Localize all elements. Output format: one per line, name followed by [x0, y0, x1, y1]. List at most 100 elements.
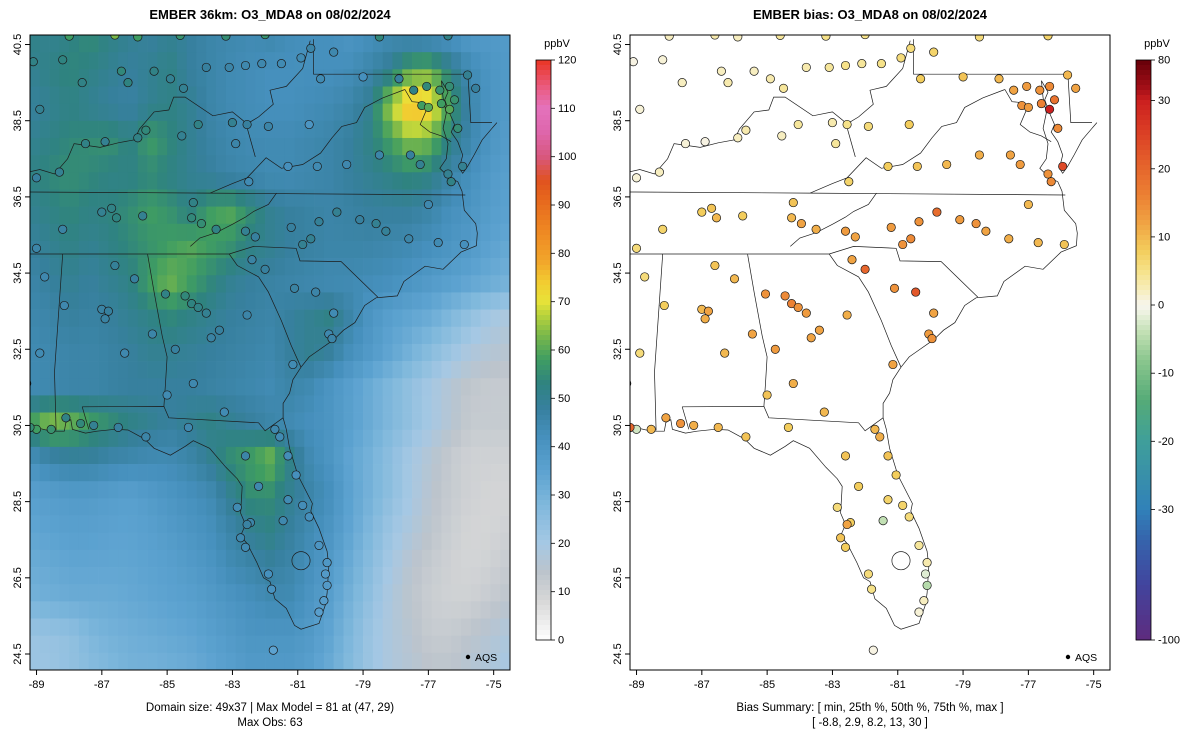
raster-cell [470, 618, 481, 637]
border-tn-nc [190, 192, 277, 247]
raster-cell [206, 309, 217, 328]
raster-cell [461, 515, 472, 534]
raster-cell [363, 429, 374, 448]
station-dot [883, 161, 893, 171]
raster-cell [245, 601, 256, 619]
raster-cell [196, 275, 207, 293]
raster-cell [412, 635, 423, 654]
raster-cell [490, 189, 501, 207]
raster-cell [363, 155, 374, 173]
raster-cell [245, 69, 256, 87]
raster-cell [176, 240, 188, 259]
raster-cell [412, 464, 423, 482]
raster-cell [461, 635, 472, 654]
raster-cell [412, 69, 423, 87]
raster-cell [402, 240, 413, 259]
raster-cell [245, 258, 256, 276]
raster-cell [206, 69, 217, 87]
station-dot [89, 420, 99, 430]
raster-cell [421, 361, 432, 379]
raster-cell [118, 137, 129, 156]
station-dot [240, 451, 251, 461]
station-dot [661, 413, 671, 423]
raster-cell [216, 172, 227, 190]
raster-cell [216, 395, 227, 413]
raster-cell [480, 120, 491, 139]
raster-cell [30, 292, 41, 310]
raster-cell [284, 378, 295, 396]
raster-cell [372, 361, 384, 379]
raster-cell [49, 515, 60, 534]
station-dot [1043, 169, 1053, 179]
raster-cell [157, 155, 168, 173]
raster-cell [49, 652, 60, 670]
raster-cell [127, 464, 139, 482]
raster-cell [470, 223, 481, 242]
station-dot [188, 198, 198, 208]
raster-cell [402, 155, 413, 173]
raster-cell [490, 567, 501, 585]
raster-cell [421, 652, 432, 670]
raster-cell [49, 258, 60, 276]
raster-cell [157, 378, 168, 396]
raster-cell [412, 189, 423, 207]
raster-cell [196, 326, 207, 345]
raster-cell [274, 275, 286, 293]
raster-cell [137, 549, 148, 568]
raster-cell [49, 464, 60, 482]
station-dot [878, 516, 888, 526]
raster-cell [245, 635, 256, 654]
raster-cell [353, 120, 364, 139]
raster-cell [284, 189, 295, 207]
raster-cell [421, 498, 432, 516]
station-dot [854, 481, 864, 491]
raster-cell [294, 326, 305, 345]
station-dot [793, 119, 803, 130]
raster-cell [441, 137, 452, 156]
raster-cell [294, 343, 305, 362]
station-dot [296, 53, 306, 63]
raster-cell [431, 532, 442, 551]
raster-cell [500, 292, 510, 310]
raster-cell [274, 103, 286, 122]
raster-cell [333, 481, 344, 499]
raster-cell [382, 69, 393, 87]
raster-cell [412, 361, 423, 379]
raster-cell [196, 223, 207, 242]
raster-cell [176, 172, 188, 190]
raster-cell [363, 378, 374, 396]
raster-cell [461, 103, 472, 122]
raster-cell [30, 498, 41, 516]
raster-cell [78, 103, 90, 122]
raster-cell [441, 309, 452, 328]
raster-cell [363, 601, 374, 619]
raster-cell [49, 223, 60, 242]
raster-cell [431, 635, 442, 654]
raster-cell [343, 601, 354, 619]
raster-cell [216, 275, 227, 293]
raster-cell [127, 120, 139, 139]
raster-cell [480, 103, 491, 122]
raster-cell [30, 343, 41, 362]
raster-cell [118, 275, 129, 293]
raster-cell [265, 343, 276, 362]
raster-cell [323, 601, 335, 619]
raster-cell [353, 498, 364, 516]
raster-cell [167, 155, 178, 173]
raster-cell [216, 464, 227, 482]
raster-cell [255, 652, 266, 670]
lake-okeechobee-outline [891, 551, 911, 571]
raster-cell [274, 618, 286, 637]
y-tick-label: 30.5 [12, 415, 24, 436]
raster-cell [441, 549, 452, 568]
raster-cell [206, 258, 217, 276]
raster-cell [323, 532, 335, 551]
raster-cell [392, 635, 403, 654]
raster-cell [421, 635, 432, 654]
raster-cell [304, 275, 315, 293]
raster-cell [118, 223, 129, 242]
raster-cell [402, 172, 413, 190]
raster-cell [274, 446, 286, 465]
raster-cell [137, 189, 148, 207]
raster-cell [167, 361, 178, 379]
